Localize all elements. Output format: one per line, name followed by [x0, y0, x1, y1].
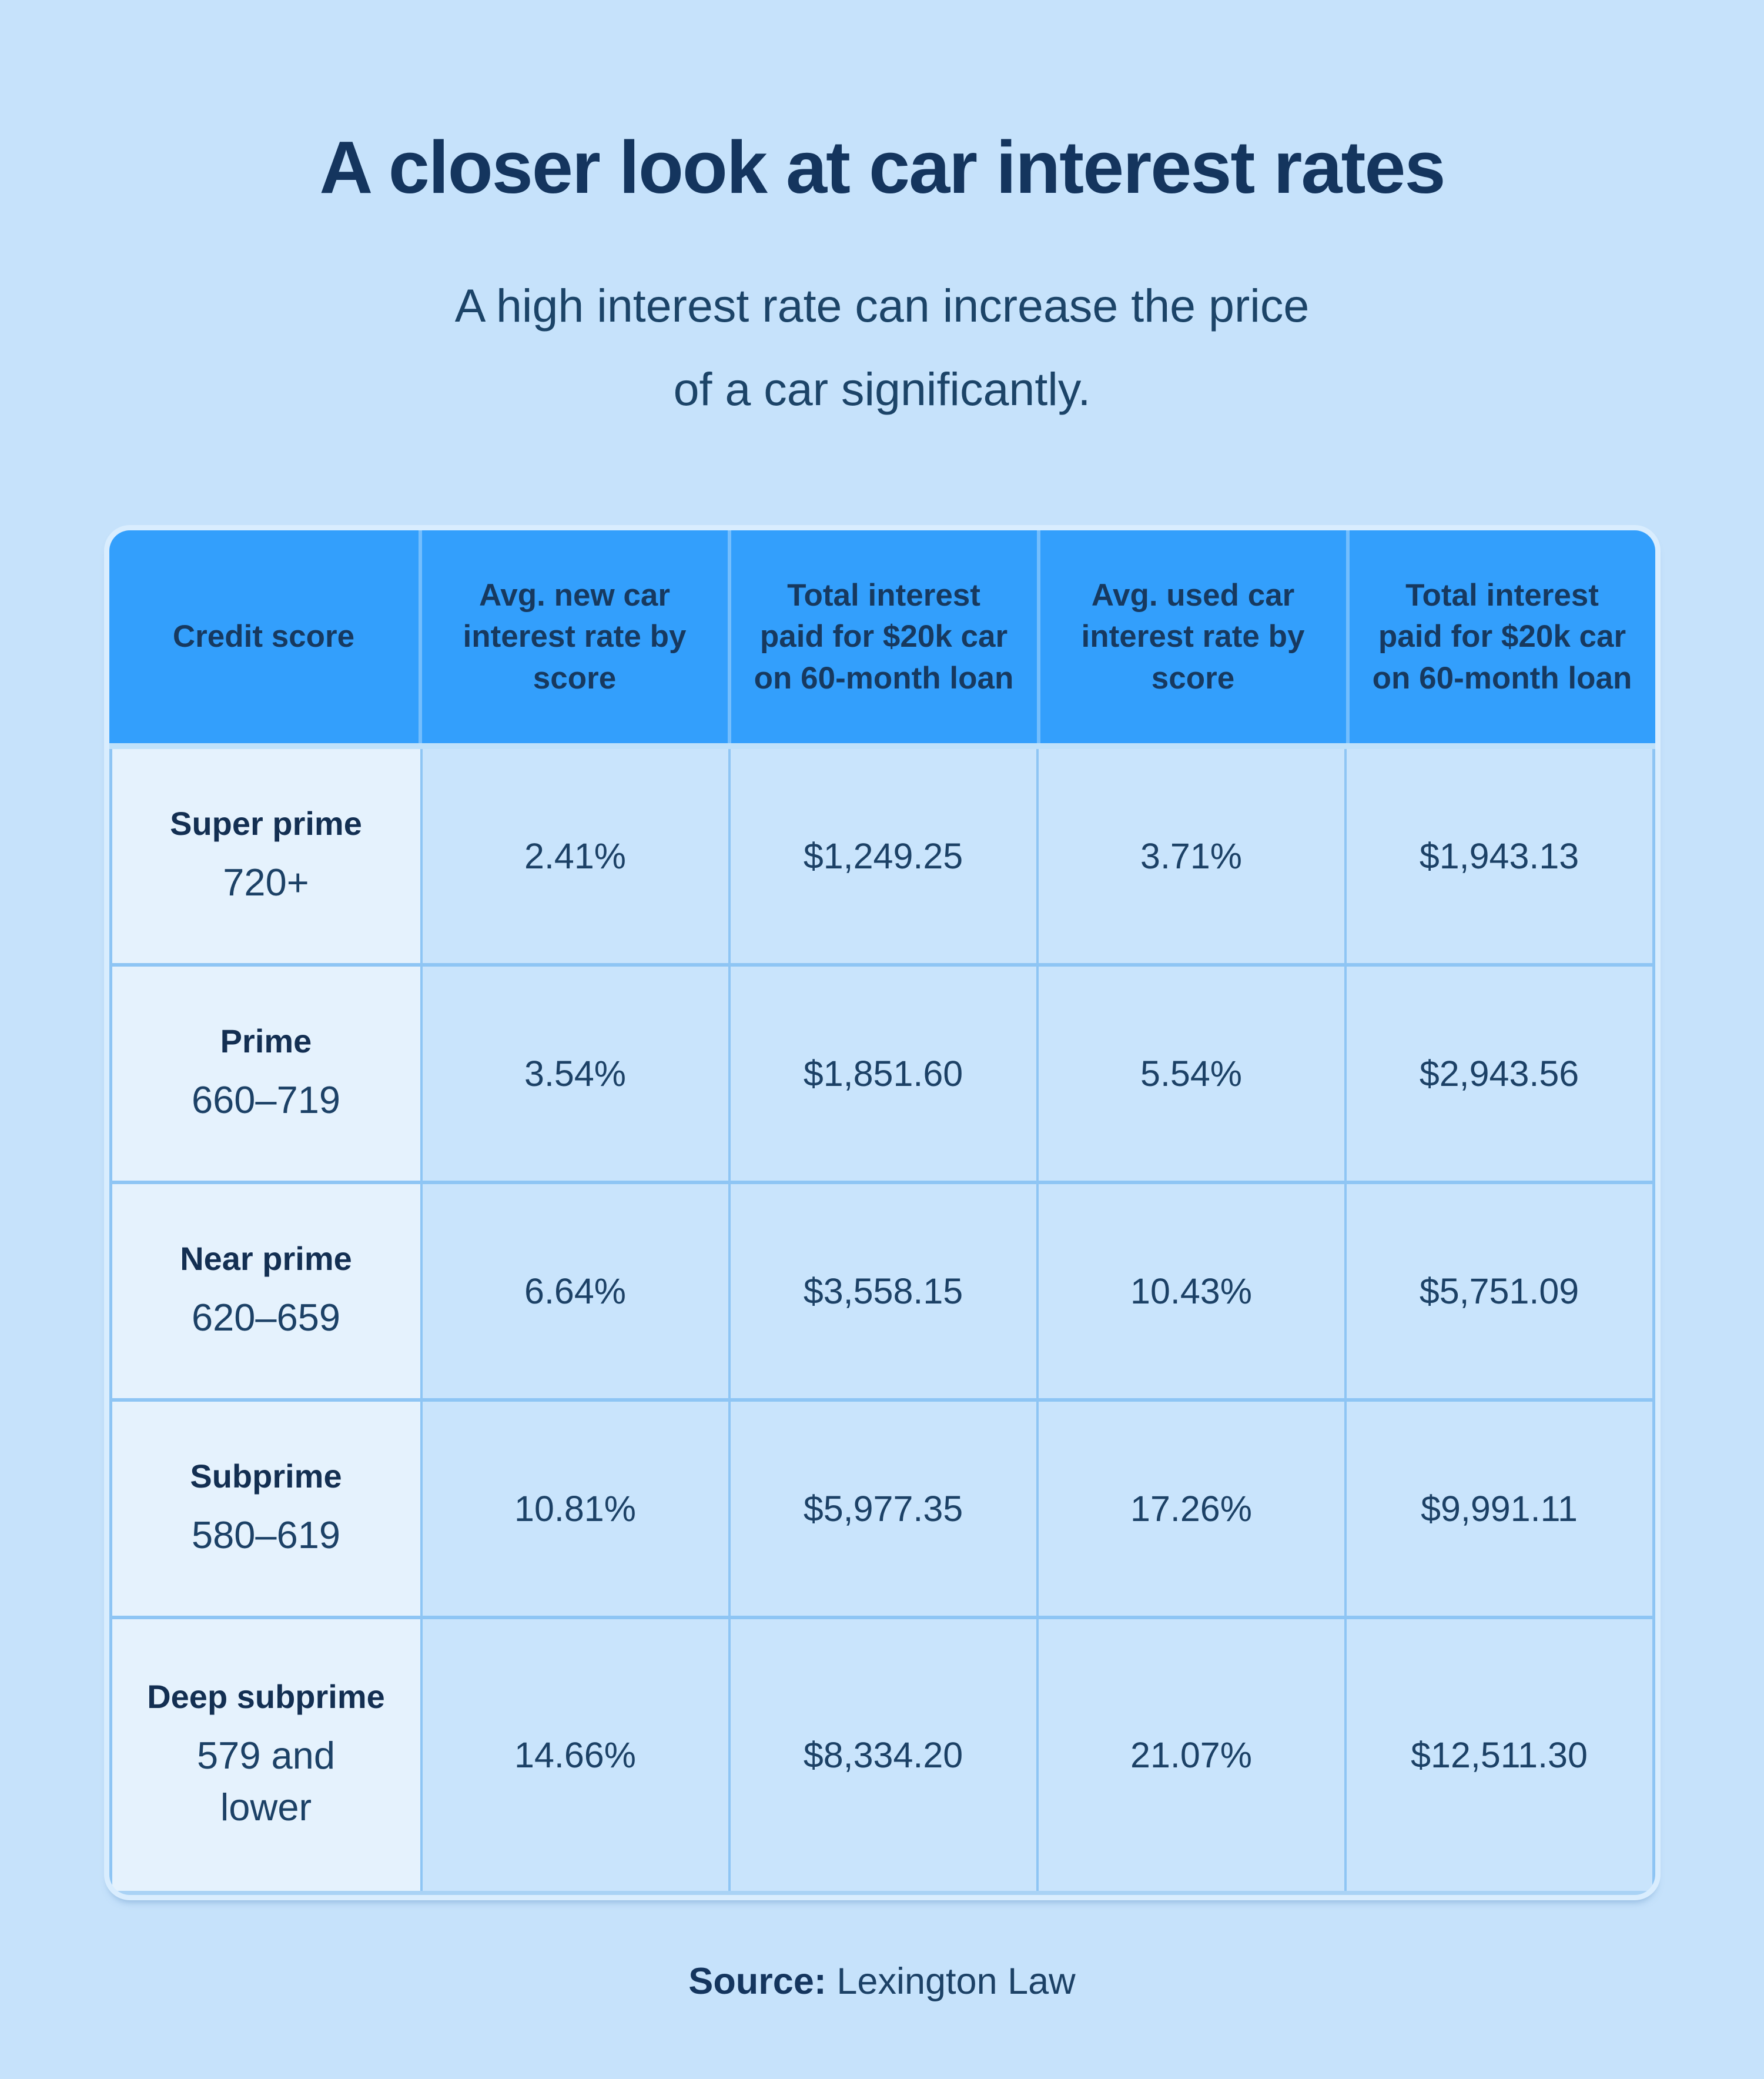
used-car-total-cell: $2,943.56: [1344, 967, 1652, 1181]
used-car-total-cell: $5,751.09: [1344, 1184, 1652, 1399]
table-row-near-prime: Near prime 620–659 6.64% $3,558.15 10.43…: [112, 1181, 1652, 1399]
credit-tier-cell: Subprime 580–619: [112, 1402, 420, 1616]
new-car-total-cell: $1,851.60: [728, 967, 1036, 1181]
column-header-new-car-rate: Avg. new car interest rate by score: [418, 530, 728, 744]
used-car-total-cell: $9,991.11: [1344, 1402, 1652, 1616]
column-header-used-car-rate: Avg. used car interest rate by score: [1036, 530, 1346, 744]
source-note: Source: Lexington Law: [0, 1960, 1764, 2003]
used-car-rate-cell: 21.07%: [1036, 1619, 1344, 1891]
new-car-rate-cell: 10.81%: [420, 1402, 728, 1616]
column-header-used-car-total-interest: Total interest paid for $20k car on 60-m…: [1345, 530, 1655, 744]
used-car-rate-cell: 3.71%: [1036, 749, 1344, 964]
new-car-total-cell: $5,977.35: [728, 1402, 1036, 1616]
used-car-total-cell: $12,511.30: [1344, 1619, 1652, 1891]
tier-name: Deep subprime: [147, 1678, 385, 1716]
table-row-super-prime: Super prime 720+ 2.41% $1,249.25 3.71% $…: [112, 749, 1652, 964]
source-value: Lexington Law: [836, 1961, 1076, 2003]
used-car-rate-cell: 5.54%: [1036, 967, 1344, 1181]
new-car-rate-cell: 3.54%: [420, 967, 728, 1181]
score-range: 620–659: [191, 1296, 341, 1339]
credit-tier-cell: Near prime 620–659: [112, 1184, 420, 1399]
credit-tier-cell: Prime 660–719: [112, 967, 420, 1181]
tier-name: Near prime: [180, 1240, 352, 1277]
table-grid: Credit score Avg. new car interest rate …: [109, 530, 1655, 1896]
page-title: A closer look at car interest rates: [319, 126, 1445, 209]
new-car-rate-cell: 14.66%: [420, 1619, 728, 1891]
source-label: Source:: [688, 1961, 826, 2003]
tier-name: Super prime: [170, 805, 362, 842]
table-row-deep-subprime: Deep subprime 579 and lower 14.66% $8,33…: [112, 1616, 1652, 1891]
credit-tier-cell: Deep subprime 579 and lower: [112, 1619, 420, 1891]
tier-name: Subprime: [190, 1458, 342, 1495]
score-range: 580–619: [191, 1513, 341, 1556]
tier-name: Prime: [220, 1022, 312, 1059]
score-range: 660–719: [191, 1078, 341, 1121]
new-car-total-cell: $8,334.20: [728, 1619, 1036, 1891]
score-range: 720+: [223, 861, 309, 904]
new-car-total-cell: $1,249.25: [728, 749, 1036, 964]
subtitle-line-1: A high interest rate can increase the pr…: [454, 279, 1310, 332]
score-range: 579 and lower: [197, 1734, 335, 1829]
used-car-rate-cell: 17.26%: [1036, 1402, 1344, 1616]
table-row-subprime: Subprime 580–619 10.81% $5,977.35 17.26%…: [112, 1398, 1652, 1616]
column-header-credit-score: Credit score: [172, 619, 355, 654]
subtitle-line-2: of a car significantly.: [673, 363, 1091, 416]
column-header-new-car-total-interest: Total interest paid for $20k car on 60-m…: [727, 530, 1037, 744]
subtitle: A high interest rate can increase the pr…: [0, 264, 1764, 431]
new-car-total-cell: $3,558.15: [728, 1184, 1036, 1399]
table-header-row: Credit score Avg. new car interest rate …: [109, 530, 1655, 750]
interest-rates-table: Credit score Avg. new car interest rate …: [103, 525, 1661, 1901]
new-car-rate-cell: 2.41%: [420, 749, 728, 964]
used-car-rate-cell: 10.43%: [1036, 1184, 1344, 1399]
table-body: Super prime 720+ 2.41% $1,249.25 3.71% $…: [109, 749, 1655, 1896]
credit-tier-cell: Super prime 720+: [112, 749, 420, 964]
table-row-prime: Prime 660–719 3.54% $1,851.60 5.54% $2,9…: [112, 963, 1652, 1181]
new-car-rate-cell: 6.64%: [420, 1184, 728, 1399]
used-car-total-cell: $1,943.13: [1344, 749, 1652, 964]
